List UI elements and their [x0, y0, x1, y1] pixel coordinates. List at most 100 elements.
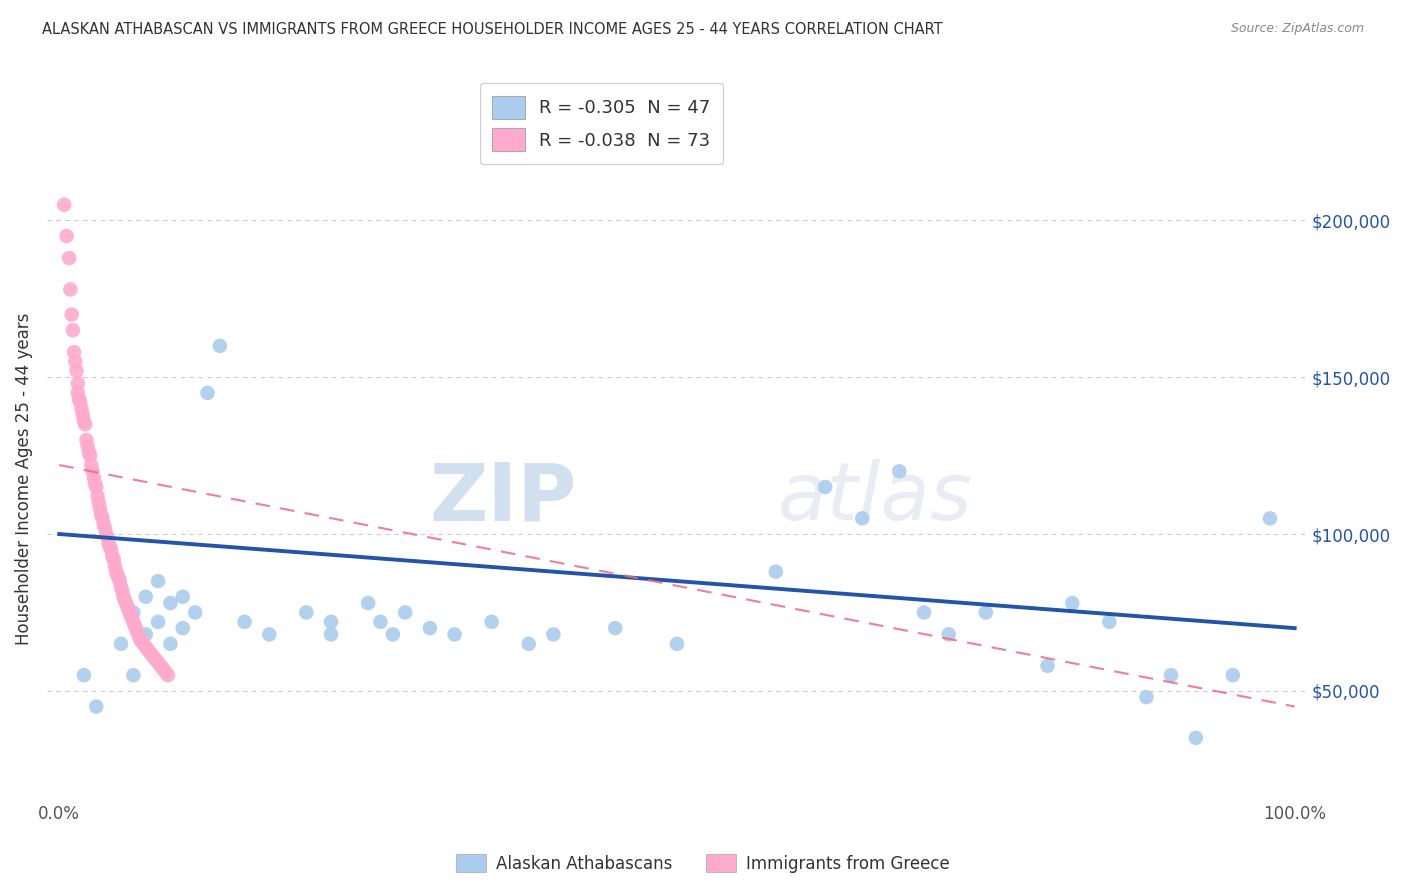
Point [90, 508, 112, 523]
Point [94, 521, 117, 535]
Point [136, 643, 159, 657]
Point [103, 552, 125, 566]
Point [159, 637, 181, 651]
Point [481, 615, 503, 629]
Point [128, 631, 150, 645]
Point [120, 608, 142, 623]
Point [72, 408, 94, 422]
Point [295, 606, 318, 620]
Text: ZIP: ZIP [429, 459, 576, 538]
Point [145, 652, 167, 666]
Point [394, 606, 416, 620]
Point [110, 580, 132, 594]
Point [65, 354, 87, 368]
Point [357, 596, 380, 610]
Text: ALASKAN ATHABASCAN VS IMMIGRANTS FROM GREECE HOUSEHOLDER INCOME AGES 25 - 44 YEA: ALASKAN ATHABASCAN VS IMMIGRANTS FROM GR… [42, 22, 943, 37]
Point [125, 624, 148, 639]
Point [419, 621, 441, 635]
Point [1098, 615, 1121, 629]
Point [146, 615, 169, 629]
Point [1062, 596, 1084, 610]
Point [129, 633, 152, 648]
Point [117, 602, 139, 616]
Point [91, 511, 114, 525]
Point [851, 511, 873, 525]
Point [665, 637, 688, 651]
Point [146, 656, 169, 670]
Point [172, 621, 194, 635]
Point [69, 395, 91, 409]
Point [139, 646, 162, 660]
Point [83, 470, 105, 484]
Point [55, 229, 77, 244]
Y-axis label: Householder Income Ages 25 - 44 years: Householder Income Ages 25 - 44 years [15, 313, 32, 645]
Point [1135, 690, 1157, 705]
Point [319, 615, 342, 629]
Point [82, 464, 104, 478]
Point [208, 339, 231, 353]
Point [107, 571, 129, 585]
Point [1185, 731, 1208, 745]
Point [84, 476, 107, 491]
Point [76, 439, 98, 453]
Point [73, 414, 96, 428]
Point [132, 637, 155, 651]
Point [84, 699, 107, 714]
Point [135, 640, 157, 654]
Point [118, 606, 141, 620]
Point [135, 627, 157, 641]
Point [100, 542, 122, 557]
Point [124, 618, 146, 632]
Point [53, 198, 76, 212]
Point [73, 668, 96, 682]
Point [67, 392, 90, 407]
Point [96, 530, 118, 544]
Point [605, 621, 627, 635]
Point [1222, 668, 1244, 682]
Point [1036, 658, 1059, 673]
Point [89, 502, 111, 516]
Point [765, 565, 787, 579]
Point [184, 606, 207, 620]
Point [142, 649, 165, 664]
Point [87, 496, 110, 510]
Point [58, 251, 80, 265]
Point [70, 401, 93, 416]
Point [63, 345, 86, 359]
Point [1258, 511, 1281, 525]
Point [152, 662, 174, 676]
Legend: R = -0.305  N = 47, R = -0.038  N = 73: R = -0.305 N = 47, R = -0.038 N = 73 [479, 83, 723, 164]
Point [105, 567, 128, 582]
Text: Source: ZipAtlas.com: Source: ZipAtlas.com [1230, 22, 1364, 36]
Point [1160, 668, 1182, 682]
Point [121, 612, 143, 626]
Point [105, 565, 128, 579]
Point [938, 627, 960, 641]
Point [104, 558, 127, 573]
Point [155, 665, 177, 679]
Point [233, 615, 256, 629]
Point [381, 627, 404, 641]
Point [125, 621, 148, 635]
Point [814, 480, 837, 494]
Point [146, 574, 169, 588]
Point [122, 615, 145, 629]
Point [111, 583, 134, 598]
Point [127, 627, 149, 641]
Point [98, 540, 121, 554]
Point [93, 517, 115, 532]
Point [84, 480, 107, 494]
Point [75, 417, 97, 432]
Point [197, 385, 219, 400]
Point [97, 536, 120, 550]
Point [159, 596, 181, 610]
Point [60, 308, 83, 322]
Point [443, 627, 465, 641]
Point [319, 627, 342, 641]
Point [149, 658, 172, 673]
Point [115, 596, 138, 610]
Point [96, 527, 118, 541]
Point [912, 606, 935, 620]
Point [110, 637, 132, 651]
Point [122, 606, 145, 620]
